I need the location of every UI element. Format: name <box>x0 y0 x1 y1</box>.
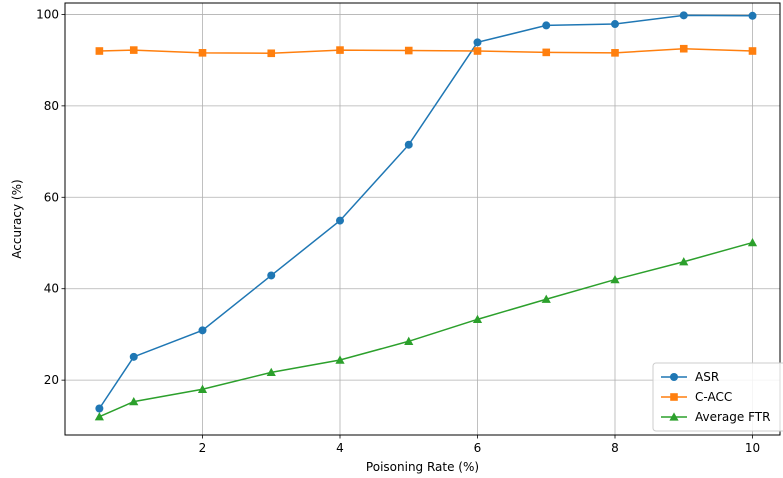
data-point-asr <box>473 38 482 47</box>
legend-label-asr: ASR <box>695 370 719 384</box>
data-point-c-acc <box>611 49 619 57</box>
data-point-c-acc <box>748 47 757 55</box>
data-point-c-acc <box>679 44 688 53</box>
plot-frame <box>64 2 781 436</box>
data-point-asr <box>611 20 619 29</box>
data-point-c-acc <box>95 47 104 55</box>
data-point-asr <box>129 352 138 361</box>
data-point-c-acc <box>542 48 551 57</box>
data-point-asr <box>95 404 104 413</box>
x-tick-label: 4 <box>336 441 344 455</box>
data-point-c-acc <box>198 49 207 57</box>
data-point-average-ftr <box>404 336 414 345</box>
legend-marker-c-acc <box>670 393 678 401</box>
data-point-asr <box>679 11 688 20</box>
legend: ASR C-ACC Average FTR <box>652 362 783 432</box>
y-axis-label: Accuracy (%) <box>10 179 24 258</box>
legend-label-average-ftr: Average FTR <box>695 410 770 424</box>
x-axis-label: Poisoning Rate (%) <box>366 460 479 474</box>
y-tick-label: 20 <box>44 373 59 387</box>
grid-layer <box>65 3 780 435</box>
series-c-acc <box>95 44 757 58</box>
data-point-average-ftr <box>747 237 758 247</box>
legend-item-average-ftr: Average FTR <box>661 410 770 424</box>
data-point-average-ftr <box>94 412 104 421</box>
series-asr <box>95 11 757 413</box>
y-tick-label: 60 <box>44 190 59 204</box>
data-point-c-acc <box>473 47 482 55</box>
data-point-average-ftr <box>541 294 551 303</box>
legend-label-c-acc: C-ACC <box>695 390 732 404</box>
data-point-asr <box>404 140 413 149</box>
x-tick-label: 2 <box>199 441 207 455</box>
data-point-asr <box>267 271 276 280</box>
series-layer <box>94 11 758 421</box>
data-point-average-ftr <box>266 367 276 377</box>
data-point-asr <box>748 11 757 20</box>
data-point-c-acc <box>336 46 344 54</box>
y-tick-label: 40 <box>44 282 59 296</box>
series-average-ftr <box>94 237 758 421</box>
legend-marker-asr <box>670 373 678 381</box>
data-point-average-ftr <box>610 274 620 284</box>
legend-item-c-acc: C-ACC <box>661 390 732 404</box>
series-line-asr <box>98 14 753 409</box>
x-tick-label: 6 <box>474 441 482 455</box>
x-tick-label: 10 <box>745 441 760 455</box>
legend-box <box>652 362 783 432</box>
data-point-c-acc <box>404 46 413 55</box>
legend-item-asr: ASR <box>661 370 719 384</box>
y-tick-label: 100 <box>36 7 59 21</box>
data-point-average-ftr <box>679 257 689 266</box>
data-point-average-ftr <box>472 314 483 324</box>
legend-marker-average-ftr <box>669 412 679 421</box>
data-point-average-ftr <box>129 397 139 406</box>
series-line-c-acc <box>99 47 753 55</box>
y-tick-label: 80 <box>44 99 59 113</box>
data-point-asr <box>542 21 551 30</box>
ticks-layer: 2 4 6 8 10 20 40 60 80 100 <box>36 7 760 455</box>
data-point-average-ftr <box>197 384 208 393</box>
data-point-asr <box>198 326 207 335</box>
data-point-asr <box>336 216 344 225</box>
x-tick-label: 8 <box>611 441 619 455</box>
data-point-c-acc <box>267 49 276 58</box>
data-point-c-acc <box>129 46 138 54</box>
data-point-average-ftr <box>335 355 345 364</box>
